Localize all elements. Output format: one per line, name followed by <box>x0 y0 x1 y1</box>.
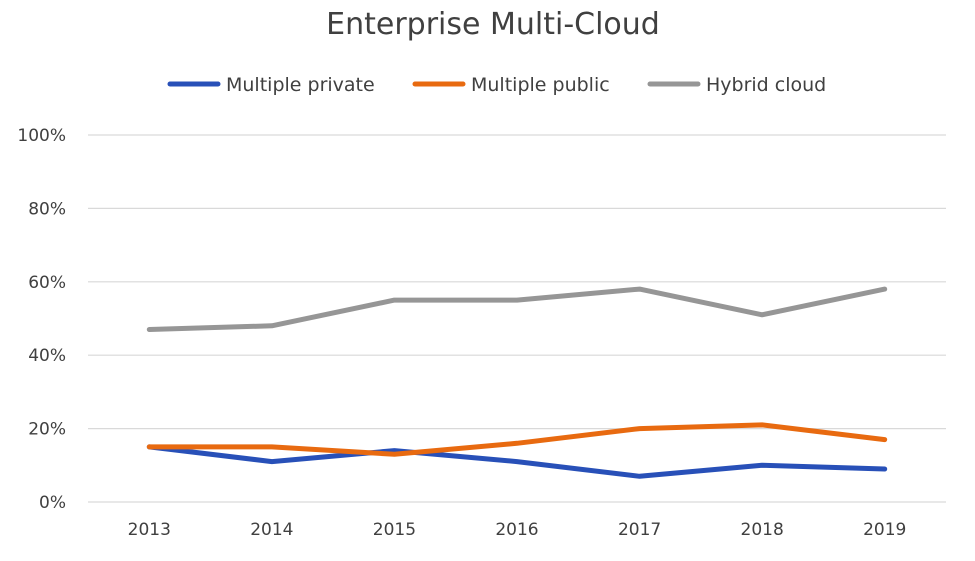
x-tick-label: 2015 <box>373 520 416 540</box>
y-tick-label: 20% <box>28 420 66 440</box>
y-tick-label: 0% <box>39 493 66 513</box>
legend-label: Hybrid cloud <box>706 74 826 96</box>
y-tick-label: 80% <box>28 199 66 219</box>
y-tick-label: 40% <box>28 346 66 366</box>
x-tick-label: 2018 <box>741 520 784 540</box>
y-tick-label: 60% <box>28 273 66 293</box>
y-axis: 0% 20% 40% 60% 80% 100% <box>17 126 66 513</box>
series-line-hybrid-cloud <box>146 286 888 332</box>
legend-item-multiple-private: Multiple private <box>167 74 375 96</box>
chart-title: Enterprise Multi-Cloud <box>326 7 660 42</box>
legend-item-hybrid-cloud: Hybrid cloud <box>647 74 826 96</box>
x-tick-label: 2014 <box>250 520 293 540</box>
x-tick-label: 2019 <box>863 520 906 540</box>
x-tick-label: 2013 <box>128 520 171 540</box>
series-line-multiple-public <box>146 422 888 457</box>
x-axis: 2013 2014 2015 2016 2017 2018 2019 <box>128 520 907 540</box>
series-line-multiple-private <box>146 444 888 479</box>
legend-label: Multiple public <box>471 74 610 96</box>
x-tick-label: 2016 <box>495 520 538 540</box>
legend-item-multiple-public: Multiple public <box>412 74 610 96</box>
legend: Multiple private Multiple public Hybrid cl… <box>167 74 826 96</box>
y-tick-label: 100% <box>17 126 66 146</box>
plot-area <box>146 286 888 479</box>
x-tick-label: 2017 <box>618 520 661 540</box>
legend-label: Multiple private <box>226 74 375 96</box>
gridlines <box>88 134 946 503</box>
